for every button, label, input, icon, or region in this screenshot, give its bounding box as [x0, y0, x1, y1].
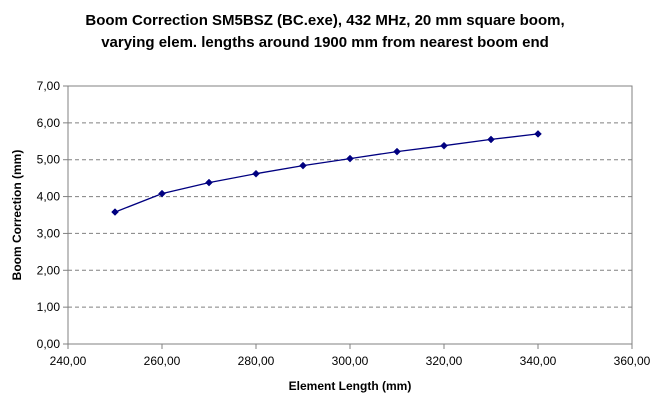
x-axis-title: Element Length (mm): [289, 379, 412, 393]
x-axis-ticks: 240,00 260,00 280,00 300,00 320,00 340,00 360,…: [50, 344, 651, 368]
data-point-marker: [393, 147, 401, 156]
data-point-marker: [252, 169, 260, 178]
y-tick-label: 0,00: [37, 337, 61, 351]
y-tick-label: 3,00: [37, 226, 61, 240]
chart-title-line-1: Boom Correction SM5BSZ (BC.exe), 432 MHz…: [85, 12, 564, 29]
x-tick-label: 320,00: [426, 354, 463, 368]
data-point-marker: [158, 189, 166, 198]
data-point-marker: [205, 178, 213, 187]
x-tick-label: 360,00: [614, 354, 651, 368]
series-layer: [111, 130, 542, 216]
data-point-marker: [346, 154, 354, 163]
grid-lines: [68, 122, 632, 308]
x-tick-label: 300,00: [332, 354, 369, 368]
y-tick-label: 7,00: [37, 79, 61, 93]
x-tick-label: 340,00: [520, 354, 557, 368]
y-tick-label: 6,00: [37, 116, 61, 130]
data-point-marker: [440, 141, 448, 150]
y-axis-title: Boom Correction (mm): [10, 150, 24, 281]
data-point-marker: [487, 135, 495, 144]
y-tick-label: 1,00: [37, 300, 61, 314]
y-tick-label: 5,00: [37, 153, 61, 167]
x-tick-label: 280,00: [238, 354, 275, 368]
chart-title-line-2: varying elem. lengths around 1900 mm fro…: [101, 34, 549, 51]
series-line: [114, 133, 539, 213]
y-tick-label: 4,00: [37, 190, 61, 204]
data-point-marker: [534, 130, 542, 138]
data-point-marker: [111, 208, 119, 216]
y-tick-label: 2,00: [37, 263, 61, 277]
data-point-marker: [299, 161, 307, 170]
x-tick-label: 260,00: [144, 354, 181, 368]
plot-area-border: [67, 85, 633, 345]
x-tick-label: 240,00: [50, 354, 87, 368]
y-axis-ticks: 0,00 1,00 2,00 3,00 4,00 5,00 6,00 7,00: [37, 79, 68, 351]
